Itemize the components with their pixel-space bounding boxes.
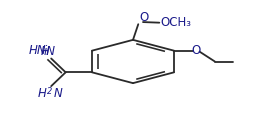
Text: H: H	[38, 87, 47, 100]
Text: HN: HN	[29, 44, 47, 57]
Text: iN: iN	[44, 45, 56, 58]
Text: O: O	[192, 44, 201, 57]
Text: H: H	[41, 45, 50, 58]
Text: O: O	[140, 11, 149, 24]
Text: N: N	[54, 87, 63, 100]
Text: OCH₃: OCH₃	[160, 16, 191, 29]
Text: 2: 2	[47, 87, 52, 96]
